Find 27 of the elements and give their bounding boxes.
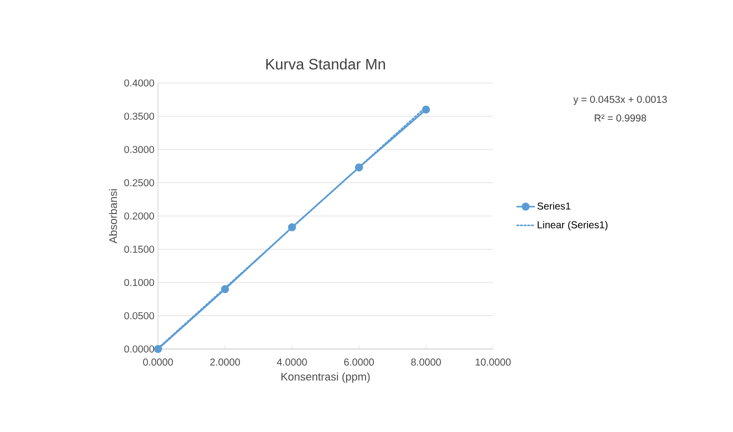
y-tick-label: 0.0000 [124,345,154,353]
y-tick-label: 0.3000 [124,146,154,154]
point [154,345,162,353]
x-tick-label: 2.0000 [210,358,240,366]
y-tick-label: 0.0500 [124,312,154,320]
y-tick-label: 0.2000 [124,212,154,220]
y-tick-label: 0.4000 [124,79,154,87]
y-tick-label: 0.3500 [124,112,154,120]
y-tick-label: 0.1000 [124,278,154,286]
y-axis-title: Absorbansi [108,189,118,244]
point [288,223,296,232]
y-tick-label: 0.1500 [124,246,154,253]
point [221,285,229,294]
legend-label: Linear (Series1) [538,221,608,230]
chart-title: Kurva Standar Mn [266,58,385,70]
x-axis-title: Konsentrasi (ppm) [281,372,370,383]
y-tick-label: 0.2500 [124,179,154,186]
legend-label: Series1 [537,202,570,210]
x-tick-label: 10.0000 [476,358,511,366]
x-tick-label: 0.0000 [143,358,173,366]
x-tick-label: 6.0000 [344,358,374,366]
point [422,106,430,114]
text: y = 0.0453x + 0.0013 [573,96,667,105]
point [355,163,364,172]
x-tick-label: 8.0000 [411,358,441,366]
text: R² = 0.9998 [594,114,646,122]
x-tick-label: 4.0000 [276,358,307,366]
